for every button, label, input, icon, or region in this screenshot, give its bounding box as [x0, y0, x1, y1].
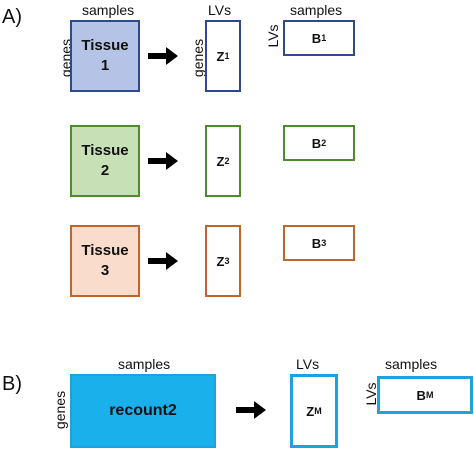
- panel-a-z-genes-label: genes: [190, 38, 206, 78]
- tissue-2-number: 2: [100, 162, 110, 179]
- panel-b-samples-header: samples: [118, 356, 171, 372]
- panel-b-lvs-header: LVs: [296, 356, 320, 372]
- b1-main: B: [311, 30, 322, 46]
- arrow-right-icon: [148, 152, 178, 170]
- b2-main: B: [311, 135, 322, 151]
- bm-subscript: M: [425, 390, 434, 400]
- b3-main: B: [311, 235, 322, 251]
- zm-main: Z: [306, 403, 315, 419]
- panel-b-b-samples-header: samples: [385, 356, 438, 372]
- zm-subscript: M: [314, 406, 322, 416]
- panel-b-label: B): [2, 373, 22, 395]
- z2-subscript: 2: [224, 156, 230, 166]
- b1-subscript: 1: [321, 33, 327, 43]
- panel-a-b-samples-header: samples: [290, 2, 343, 18]
- arrow-right-icon: [148, 47, 178, 65]
- tissue-1-number: 1: [100, 57, 110, 74]
- z2-main: Z: [216, 153, 225, 169]
- tissue-3-word: Tissue: [81, 242, 129, 259]
- b2-subscript: 2: [321, 138, 327, 148]
- tissue-2-word: Tissue: [81, 142, 129, 159]
- panel-a-lvs-header: LVs: [208, 2, 232, 18]
- panel-a-samples-header: samples: [82, 2, 135, 18]
- z1-main: Z: [216, 48, 225, 64]
- panel-a-b-lvs-label: LVs: [265, 24, 281, 48]
- tissue-1-word: Tissue: [81, 37, 129, 54]
- tissue-1-matrix: Tissue 1: [70, 20, 140, 92]
- recount2-label: recount2: [109, 402, 177, 419]
- z1-subscript: 1: [224, 51, 230, 61]
- z3-main: Z: [216, 253, 225, 269]
- panel-a-label: A): [2, 6, 22, 28]
- bm-main: B: [416, 387, 426, 403]
- z3-subscript: 3: [224, 256, 230, 266]
- tissue-3-number: 3: [100, 262, 110, 279]
- tissue-2-matrix: Tissue 2: [70, 125, 140, 197]
- recount2-matrix: recount2: [70, 374, 216, 448]
- tissue-3-matrix: Tissue 3: [70, 225, 140, 297]
- arrow-right-icon: [148, 252, 178, 270]
- arrow-right-icon: [236, 401, 266, 419]
- b3-subscript: 3: [321, 238, 327, 248]
- panel-b-genes-label: genes: [52, 390, 68, 430]
